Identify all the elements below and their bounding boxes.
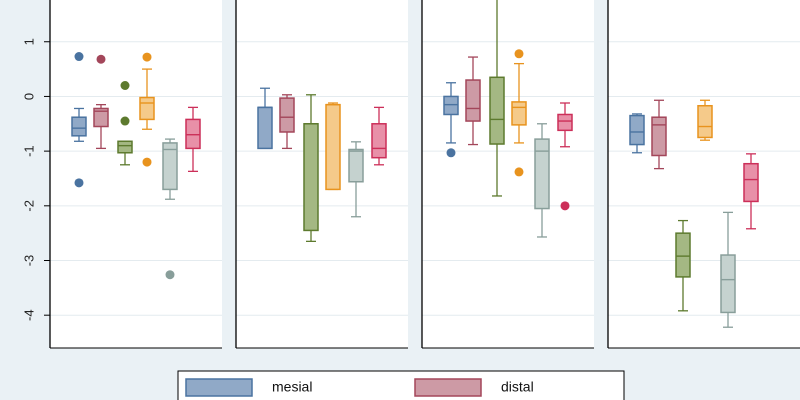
panel-background bbox=[236, 0, 408, 348]
box-iqr bbox=[697, 104, 713, 139]
legend: mesial distal bbox=[177, 370, 625, 400]
box-plot bbox=[139, 52, 155, 167]
box-iqr bbox=[279, 97, 295, 133]
y-tick-label: -4 bbox=[21, 309, 36, 321]
y-axis: 1 0 -1 -2 -3 -4 bbox=[21, 38, 50, 321]
box-plot bbox=[71, 52, 87, 188]
box-plot bbox=[185, 106, 201, 173]
outlier-point bbox=[142, 157, 152, 167]
box-iqr bbox=[557, 113, 573, 132]
box-iqr bbox=[511, 101, 527, 126]
outlier-point bbox=[120, 116, 130, 126]
legend-item: distal bbox=[414, 378, 534, 397]
panel-background bbox=[50, 0, 222, 348]
outlier-point bbox=[514, 167, 524, 177]
panel-background bbox=[422, 0, 594, 348]
outlier-point bbox=[96, 54, 106, 64]
panel bbox=[607, 0, 800, 349]
box-iqr bbox=[71, 116, 87, 137]
box-plot bbox=[557, 102, 573, 211]
box-iqr bbox=[651, 116, 667, 157]
box-plot bbox=[534, 123, 550, 238]
outlier-point bbox=[74, 178, 84, 188]
y-tick-label: -1 bbox=[21, 145, 36, 157]
box-plot bbox=[162, 138, 178, 280]
box-plot bbox=[697, 99, 713, 141]
box-plot bbox=[511, 49, 527, 177]
y-tick-label: 0 bbox=[21, 93, 36, 100]
box-plot bbox=[348, 141, 364, 218]
box-plot bbox=[675, 219, 691, 312]
legend-swatch bbox=[185, 378, 253, 397]
outlier-point bbox=[142, 52, 152, 62]
box-iqr bbox=[93, 107, 109, 128]
outlier-point bbox=[446, 148, 456, 158]
panel bbox=[421, 0, 594, 349]
y-tick-label: 1 bbox=[21, 38, 36, 45]
outlier-point bbox=[120, 81, 130, 90]
box-iqr bbox=[325, 103, 341, 191]
box-plot bbox=[629, 113, 645, 154]
box-plot bbox=[325, 102, 341, 191]
y-tick-label: -2 bbox=[21, 200, 36, 212]
box-plot bbox=[743, 153, 759, 230]
outlier-point bbox=[165, 270, 175, 280]
panel bbox=[235, 0, 408, 349]
outlier-point bbox=[514, 49, 524, 59]
panel bbox=[49, 0, 222, 349]
box-iqr bbox=[675, 232, 691, 278]
legend-swatch bbox=[414, 378, 482, 397]
box-iqr bbox=[185, 118, 201, 150]
box-iqr bbox=[743, 162, 759, 203]
legend-label: mesial bbox=[272, 379, 312, 395]
box-iqr bbox=[257, 106, 273, 150]
box-plot bbox=[93, 54, 109, 150]
box-plot bbox=[489, 0, 505, 197]
chart-panels bbox=[49, 0, 800, 349]
box-iqr bbox=[117, 140, 133, 154]
box-plot bbox=[117, 81, 133, 166]
box-plot bbox=[279, 94, 295, 150]
box-iqr bbox=[443, 95, 459, 116]
outlier-point bbox=[560, 201, 570, 211]
box-iqr bbox=[139, 96, 155, 121]
y-tick-label: -3 bbox=[21, 255, 36, 267]
box-iqr bbox=[489, 76, 505, 145]
box-iqr bbox=[371, 123, 387, 159]
box-iqr bbox=[348, 148, 364, 183]
box-iqr bbox=[629, 114, 645, 146]
box-plot bbox=[720, 211, 736, 328]
legend-label: distal bbox=[501, 379, 534, 395]
box-plot bbox=[443, 82, 459, 158]
legend-item: mesial bbox=[185, 378, 312, 397]
box-iqr bbox=[303, 123, 319, 232]
box-iqr bbox=[534, 138, 550, 210]
box-plot bbox=[371, 106, 387, 166]
box-plot bbox=[651, 99, 667, 170]
box-plot bbox=[465, 56, 481, 146]
box-plot bbox=[257, 87, 273, 150]
box-iqr bbox=[465, 79, 481, 122]
outlier-point bbox=[74, 52, 84, 62]
box-iqr bbox=[162, 142, 178, 191]
panel-background bbox=[608, 0, 800, 348]
box-iqr bbox=[720, 254, 736, 314]
box-plot bbox=[303, 94, 319, 243]
